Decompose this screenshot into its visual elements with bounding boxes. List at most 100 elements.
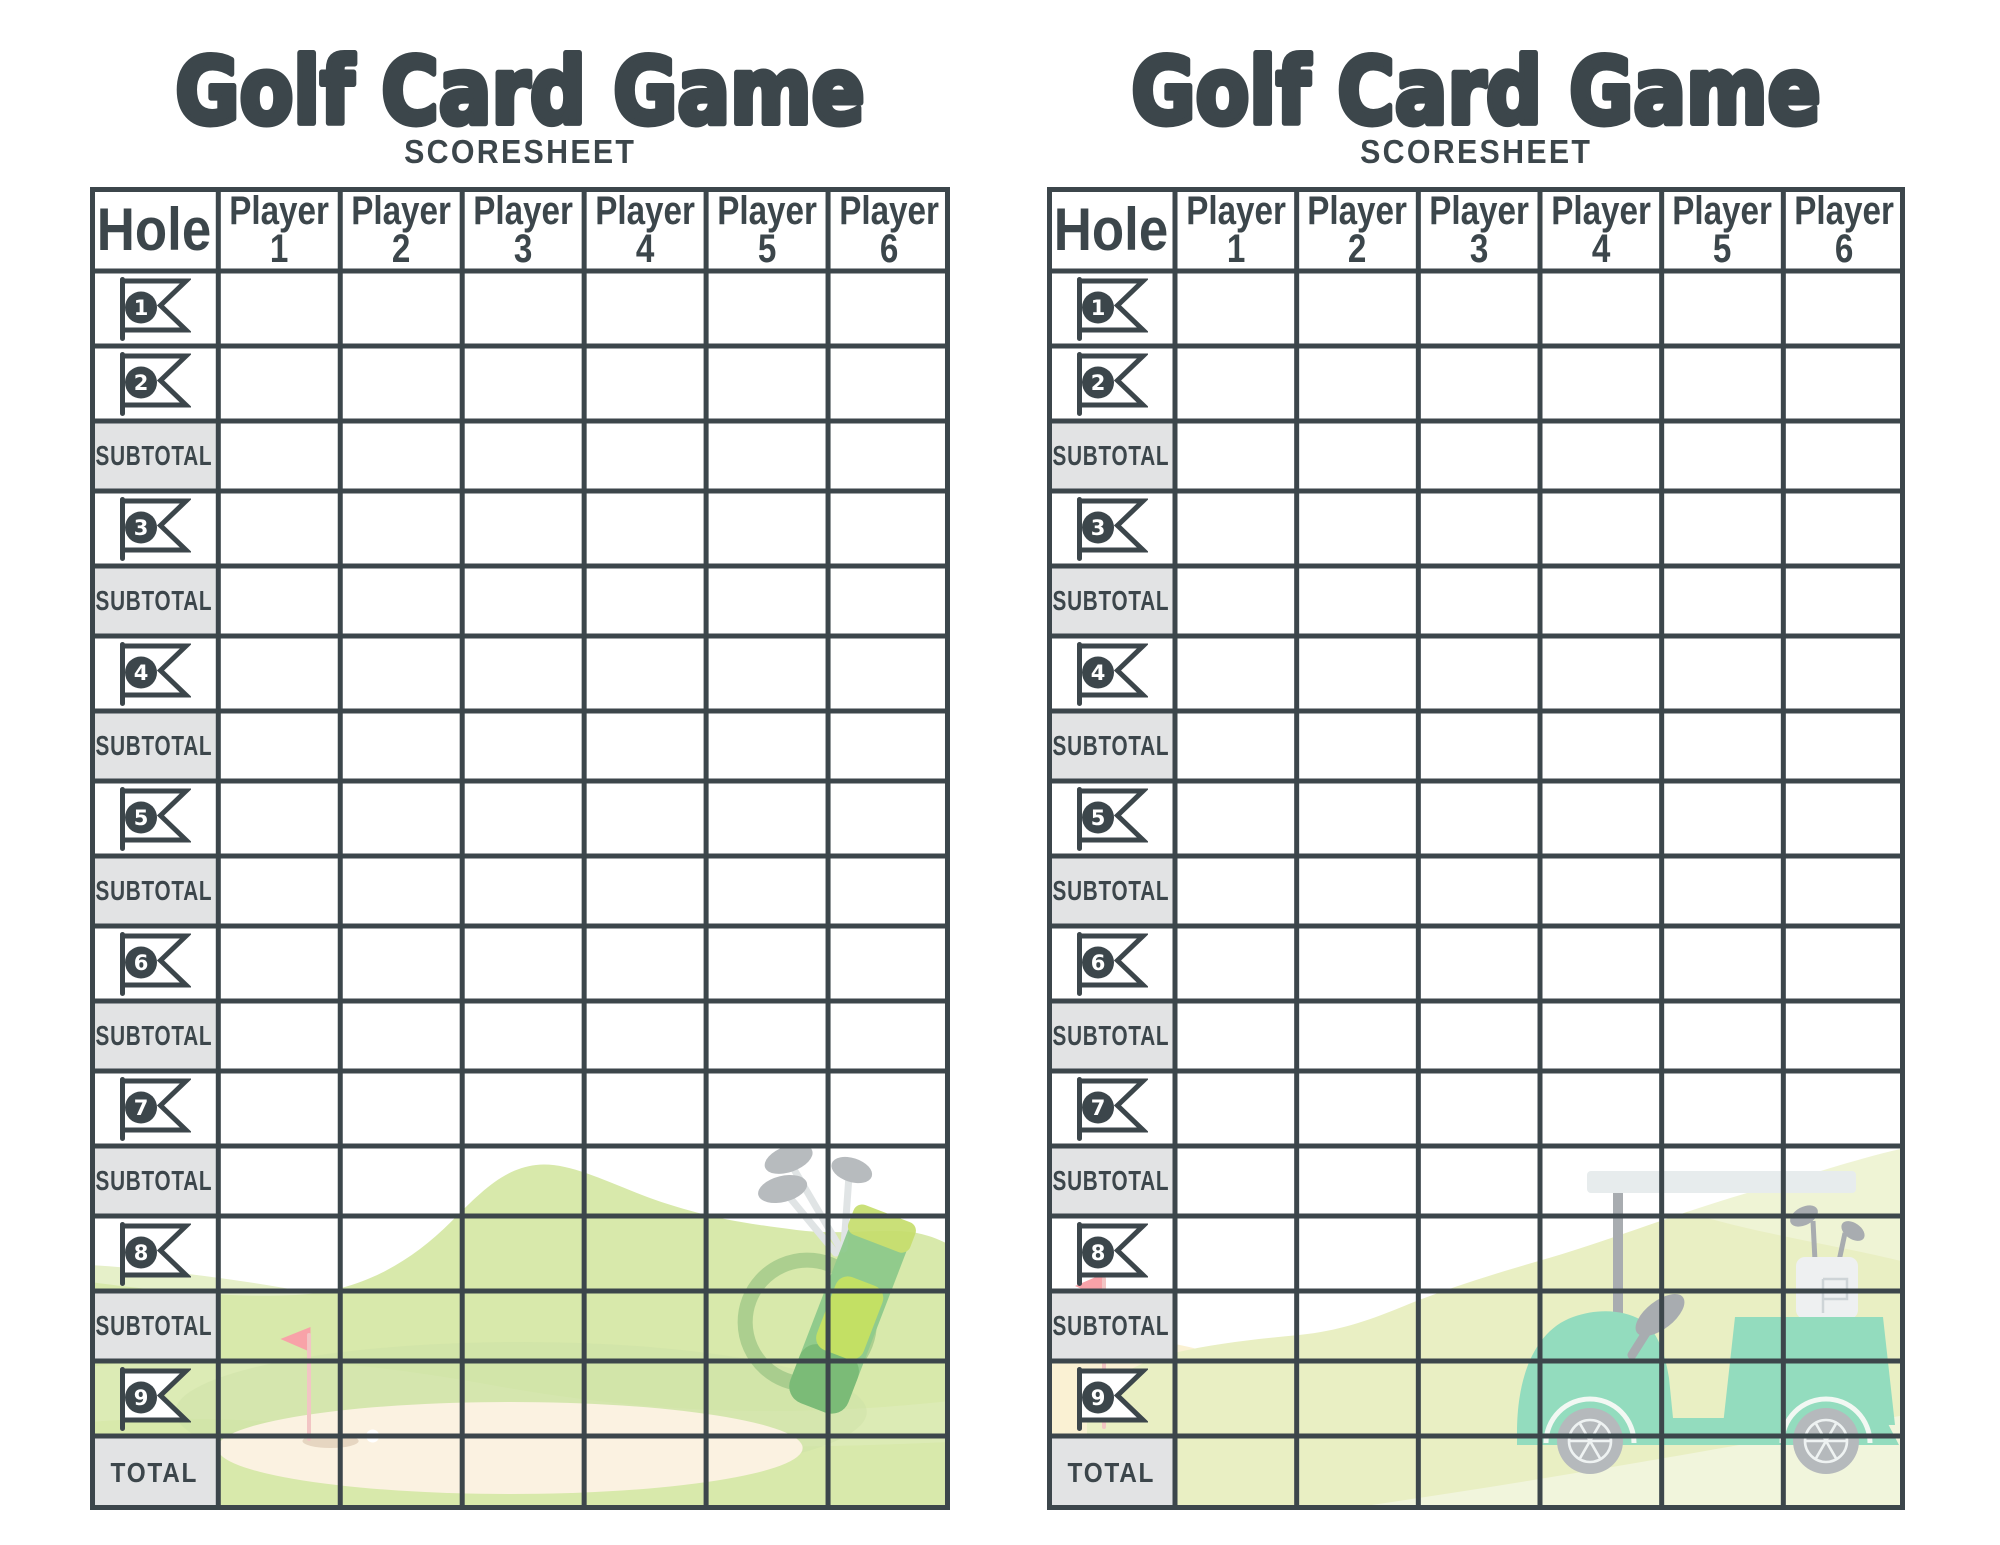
score-cell-hole7-player1[interactable] — [218, 1071, 340, 1146]
score-cell-hole6-player6[interactable] — [1783, 926, 1905, 1001]
subtotal-cell-player1[interactable] — [1175, 711, 1297, 781]
score-cell-hole9-player3[interactable] — [462, 1361, 584, 1436]
subtotal-cell-player1[interactable] — [218, 1291, 340, 1361]
score-cell-hole3-player3[interactable] — [1418, 491, 1540, 566]
subtotal-cell-player2[interactable] — [1297, 1001, 1419, 1071]
score-cell-hole9-player5[interactable] — [1662, 1361, 1784, 1436]
subtotal-cell-player1[interactable] — [218, 711, 340, 781]
subtotal-cell-player1[interactable] — [1175, 1291, 1297, 1361]
subtotal-cell-player5[interactable] — [706, 566, 828, 636]
score-cell-hole9-player5[interactable] — [706, 1361, 828, 1436]
score-cell-hole1-player5[interactable] — [1662, 271, 1784, 346]
score-cell-hole6-player3[interactable] — [462, 926, 584, 1001]
subtotal-cell-player5[interactable] — [1662, 1001, 1784, 1071]
score-cell-hole4-player1[interactable] — [1175, 636, 1297, 711]
subtotal-cell-player2[interactable] — [340, 421, 462, 491]
score-cell-hole1-player4[interactable] — [1540, 271, 1662, 346]
score-cell-hole6-player1[interactable] — [218, 926, 340, 1001]
subtotal-cell-player6[interactable] — [828, 711, 950, 781]
total-cell-player6[interactable] — [828, 1436, 950, 1510]
score-cell-hole8-player4[interactable] — [1540, 1216, 1662, 1291]
subtotal-cell-player3[interactable] — [1418, 856, 1540, 926]
subtotal-cell-player5[interactable] — [706, 1291, 828, 1361]
subtotal-cell-player4[interactable] — [584, 1291, 706, 1361]
score-cell-hole6-player6[interactable] — [828, 926, 950, 1001]
subtotal-cell-player5[interactable] — [706, 1001, 828, 1071]
score-cell-hole6-player3[interactable] — [1418, 926, 1540, 1001]
score-cell-hole4-player6[interactable] — [828, 636, 950, 711]
subtotal-cell-player3[interactable] — [1418, 1291, 1540, 1361]
subtotal-cell-player2[interactable] — [340, 1146, 462, 1216]
score-cell-hole7-player1[interactable] — [1175, 1071, 1297, 1146]
score-cell-hole8-player1[interactable] — [218, 1216, 340, 1291]
score-cell-hole1-player2[interactable] — [1297, 271, 1419, 346]
score-cell-hole1-player3[interactable] — [1418, 271, 1540, 346]
score-cell-hole1-player2[interactable] — [340, 271, 462, 346]
score-cell-hole9-player2[interactable] — [340, 1361, 462, 1436]
subtotal-cell-player4[interactable] — [584, 421, 706, 491]
score-cell-hole5-player3[interactable] — [462, 781, 584, 856]
score-cell-hole5-player4[interactable] — [584, 781, 706, 856]
subtotal-cell-player2[interactable] — [340, 1001, 462, 1071]
score-cell-hole3-player1[interactable] — [218, 491, 340, 566]
score-cell-hole6-player2[interactable] — [1297, 926, 1419, 1001]
subtotal-cell-player1[interactable] — [218, 421, 340, 491]
score-cell-hole3-player1[interactable] — [1175, 491, 1297, 566]
score-cell-hole2-player4[interactable] — [1540, 346, 1662, 421]
score-cell-hole8-player4[interactable] — [584, 1216, 706, 1291]
score-cell-hole2-player6[interactable] — [828, 346, 950, 421]
subtotal-cell-player3[interactable] — [462, 1146, 584, 1216]
score-cell-hole9-player3[interactable] — [1418, 1361, 1540, 1436]
subtotal-cell-player4[interactable] — [1540, 421, 1662, 491]
score-cell-hole2-player6[interactable] — [1783, 346, 1905, 421]
score-cell-hole5-player2[interactable] — [340, 781, 462, 856]
score-cell-hole8-player5[interactable] — [706, 1216, 828, 1291]
subtotal-cell-player3[interactable] — [462, 421, 584, 491]
score-cell-hole7-player3[interactable] — [1418, 1071, 1540, 1146]
score-cell-hole4-player6[interactable] — [1783, 636, 1905, 711]
total-cell-player2[interactable] — [1297, 1436, 1419, 1510]
subtotal-cell-player4[interactable] — [584, 566, 706, 636]
subtotal-cell-player2[interactable] — [1297, 1291, 1419, 1361]
score-cell-hole7-player5[interactable] — [706, 1071, 828, 1146]
subtotal-cell-player3[interactable] — [462, 1001, 584, 1071]
score-cell-hole1-player6[interactable] — [828, 271, 950, 346]
subtotal-cell-player3[interactable] — [1418, 711, 1540, 781]
score-cell-hole2-player4[interactable] — [584, 346, 706, 421]
score-cell-hole1-player5[interactable] — [706, 271, 828, 346]
subtotal-cell-player4[interactable] — [584, 856, 706, 926]
subtotal-cell-player6[interactable] — [828, 856, 950, 926]
score-cell-hole7-player4[interactable] — [584, 1071, 706, 1146]
subtotal-cell-player4[interactable] — [1540, 1291, 1662, 1361]
subtotal-cell-player3[interactable] — [1418, 421, 1540, 491]
subtotal-cell-player4[interactable] — [1540, 1001, 1662, 1071]
total-cell-player4[interactable] — [1540, 1436, 1662, 1510]
subtotal-cell-player1[interactable] — [218, 566, 340, 636]
score-cell-hole1-player6[interactable] — [1783, 271, 1905, 346]
score-cell-hole4-player1[interactable] — [218, 636, 340, 711]
subtotal-cell-player4[interactable] — [1540, 856, 1662, 926]
score-cell-hole4-player5[interactable] — [1662, 636, 1784, 711]
subtotal-cell-player5[interactable] — [1662, 856, 1784, 926]
score-cell-hole7-player3[interactable] — [462, 1071, 584, 1146]
subtotal-cell-player5[interactable] — [706, 856, 828, 926]
score-cell-hole3-player5[interactable] — [706, 491, 828, 566]
score-cell-hole7-player4[interactable] — [1540, 1071, 1662, 1146]
subtotal-cell-player2[interactable] — [1297, 856, 1419, 926]
score-cell-hole2-player3[interactable] — [462, 346, 584, 421]
subtotal-cell-player3[interactable] — [462, 711, 584, 781]
score-cell-hole4-player5[interactable] — [706, 636, 828, 711]
score-cell-hole4-player2[interactable] — [340, 636, 462, 711]
subtotal-cell-player6[interactable] — [1783, 1146, 1905, 1216]
subtotal-cell-player1[interactable] — [1175, 856, 1297, 926]
subtotal-cell-player3[interactable] — [462, 566, 584, 636]
total-cell-player1[interactable] — [218, 1436, 340, 1510]
score-cell-hole6-player5[interactable] — [1662, 926, 1784, 1001]
score-cell-hole9-player4[interactable] — [1540, 1361, 1662, 1436]
subtotal-cell-player5[interactable] — [706, 421, 828, 491]
score-cell-hole9-player6[interactable] — [828, 1361, 950, 1436]
score-cell-hole8-player6[interactable] — [828, 1216, 950, 1291]
score-cell-hole4-player3[interactable] — [462, 636, 584, 711]
score-cell-hole7-player5[interactable] — [1662, 1071, 1784, 1146]
subtotal-cell-player1[interactable] — [218, 1146, 340, 1216]
